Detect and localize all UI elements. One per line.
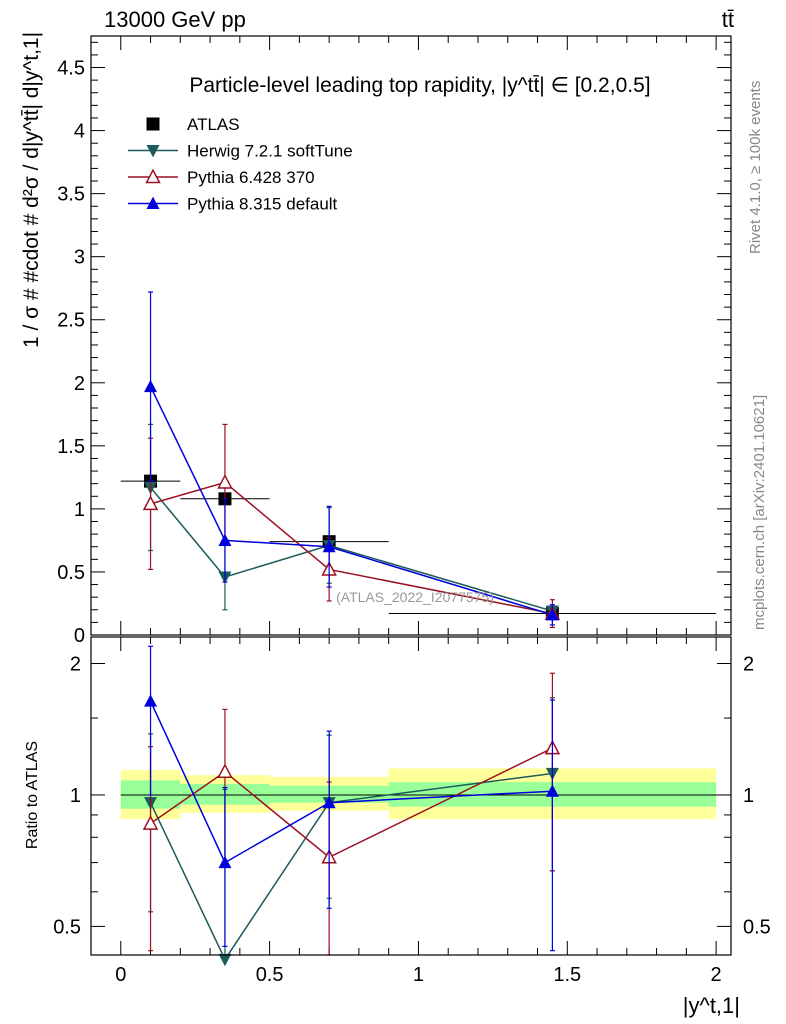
- x-tick-label: 0: [115, 964, 126, 986]
- series-line: [149, 486, 553, 612]
- ratio-series-line: [150, 747, 553, 859]
- y-tick-label: 2.5: [57, 310, 85, 332]
- legend-marker: [146, 144, 160, 158]
- mcplots-label: mcplots.cern.ch [arXiv:2401.10621]: [751, 395, 768, 630]
- ratio-data-point: [218, 855, 232, 869]
- ratio-y-tick-label: 2: [70, 654, 81, 676]
- ratio-y-tick-label-right: 2: [743, 654, 754, 676]
- ratio-axis-ticks: 0.5 0.5 1 1 2 2 0 0.5 1 1.5 2: [53, 637, 771, 986]
- rivet-label: Rivet 4.1.0, ≥ 100k events: [747, 81, 764, 254]
- data-point: [322, 539, 336, 553]
- ratio-frame: [90, 636, 732, 956]
- ratio-series-2: [144, 645, 559, 952]
- y-tick-label: 0.5: [57, 562, 85, 584]
- x-tick-label: 1.5: [553, 964, 581, 986]
- series-line: [149, 386, 553, 616]
- ratio-data-point: [218, 953, 232, 967]
- y-tick-label: 3.5: [57, 184, 85, 206]
- legend-label: Herwig 7.2.1 softTune: [187, 142, 353, 161]
- legend: ATLAS Herwig 7.2.1 softTune Pythia 6.428 3…: [128, 115, 353, 214]
- data-point: [545, 607, 559, 621]
- ratio-y-axis-label: Ratio to ATLAS: [24, 741, 41, 849]
- ratio-y-tick-label-right: 0.5: [743, 916, 771, 938]
- legend-label: Pythia 8.315 default: [187, 195, 338, 214]
- y-tick-label: 4.5: [57, 58, 85, 80]
- y-tick-label: 0: [74, 625, 85, 647]
- chart-title: Particle-level leading top rapidity, |y^…: [189, 74, 650, 97]
- legend-marker: [146, 117, 160, 131]
- ratio-y-tick-label: 0.5: [53, 916, 81, 938]
- main-plot-area: 0 0.5 1 1.5 2 2.5 3 3.5 4 4.5: [57, 36, 731, 647]
- main-y-axis-label: 1 / σ # #cdot # d²σ / d|y^tt̄| d|y^t,1|: [20, 32, 43, 348]
- ratio-data-point: [217, 763, 233, 779]
- header-left: 13000 GeV pp: [104, 7, 246, 32]
- x-tick-label: 0.5: [256, 964, 284, 986]
- y-tick-label: 1.5: [57, 436, 85, 458]
- legend-marker: [146, 196, 160, 210]
- watermark: (ATLAS_2022_I2077575): [336, 589, 494, 605]
- data-point: [217, 473, 233, 489]
- series-3: [144, 291, 559, 626]
- ratio-plot-area: 0.5 0.5 1 1 2 2 0 0.5 1 1.5 2: [53, 637, 771, 986]
- y-tick-label: 3: [74, 247, 85, 269]
- ratio-y-tick-label-right: 1: [743, 785, 754, 807]
- legend-label: Pythia 6.428 370: [187, 168, 315, 187]
- ratio-data-point: [144, 694, 158, 707]
- ratio-series-line: [149, 772, 553, 961]
- x-axis-label: |y^t,1|: [683, 993, 740, 1018]
- y-tick-label: 1: [74, 499, 85, 521]
- legend-label: ATLAS: [187, 115, 240, 134]
- ratio-data-point: [142, 815, 159, 830]
- ratio-data-point: [545, 784, 559, 797]
- series-line: [150, 481, 553, 615]
- main-frame: [90, 35, 732, 636]
- data-point: [144, 379, 158, 393]
- header-right: tt̄: [722, 7, 734, 32]
- y-tick-label: 4: [74, 121, 85, 143]
- data-point: [218, 533, 232, 546]
- x-tick-label: 2: [711, 964, 722, 986]
- main-axis-ticks: 0 0.5 1 1.5 2 2.5 3 3.5 4 4.5: [57, 36, 731, 647]
- ratio-series-0: [144, 697, 559, 967]
- ratio-series-line: [149, 700, 553, 864]
- ratio-data-point: [322, 795, 336, 809]
- data-point: [142, 495, 159, 511]
- x-tick-label: 1: [413, 964, 424, 986]
- main-panel: 0 0.5 1 1.5 2 2.5 3 3.5 4 4.5 Particle-level lead…: [20, 32, 732, 647]
- ratio-y-tick-label: 1: [70, 785, 81, 807]
- legend-marker: [145, 168, 161, 184]
- ratio-panel: 0.5 0.5 1 1 2 2 0 0.5 1 1.5 2 Ratio to ATLAS |y^t,…: [24, 636, 771, 1018]
- y-tick-label: 2: [74, 373, 85, 395]
